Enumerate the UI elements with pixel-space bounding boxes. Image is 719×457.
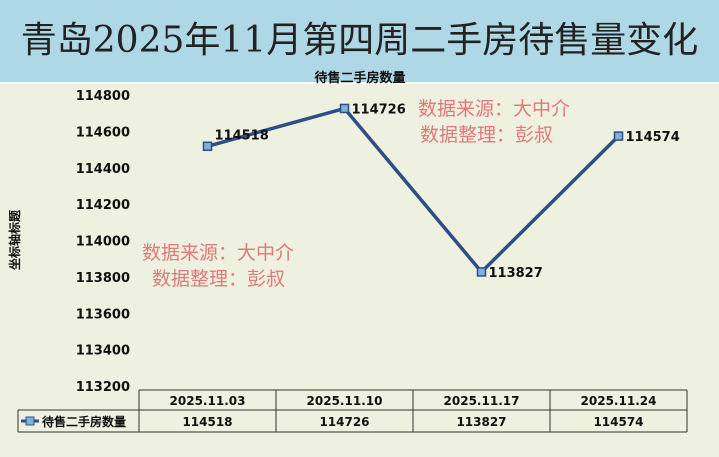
title-banner	[0, 0, 719, 82]
y-tick-label: 114400	[76, 162, 130, 177]
data-label: 113827	[489, 266, 543, 281]
x-category-label: 2025.11.17	[444, 394, 520, 408]
x-category-label: 2025.11.10	[307, 394, 383, 408]
watermark-line: 数据整理：彭叔	[152, 268, 286, 290]
y-tick-label: 114000	[76, 235, 130, 250]
y-tick-label: 113200	[76, 380, 130, 395]
series-line	[207, 106, 620, 275]
data-point	[476, 267, 487, 277]
y-tick-label: 113600	[76, 307, 130, 322]
data-label: 114574	[626, 130, 680, 145]
y-tick-label: 114600	[76, 125, 130, 140]
y-tick-label: 114200	[76, 198, 130, 213]
watermark-line: 数据整理：彭叔	[420, 124, 554, 146]
table-value: 114726	[319, 415, 369, 429]
x-category-label: 2025.11.03	[170, 394, 246, 408]
chart-title: 待售二手房数量	[313, 70, 405, 86]
table-value: 113827	[456, 415, 506, 429]
data-label: 114518	[215, 128, 269, 143]
table-value: 114574	[593, 415, 643, 429]
data-point	[339, 103, 350, 114]
y-tick-label: 113400	[76, 344, 130, 359]
chart-area	[0, 84, 719, 457]
watermark-line: 数据来源：大中介	[418, 98, 571, 120]
watermark-line: 数据来源：大中介	[142, 242, 295, 264]
legend-marker	[25, 416, 35, 426]
legend-label: 待售二手房数量	[42, 414, 126, 429]
table-value: 114518	[182, 415, 232, 429]
data-point	[613, 131, 624, 141]
y-axis-title: 坐标轴标题	[7, 209, 22, 270]
data-label: 114726	[352, 102, 406, 117]
page-title: 青岛2025年11月第四周二手房待售量变化	[20, 20, 699, 61]
data-point	[202, 141, 213, 152]
x-category-label: 2025.11.24	[581, 394, 657, 408]
y-tick-label: 114800	[76, 89, 130, 104]
y-tick-label: 113800	[76, 271, 130, 286]
